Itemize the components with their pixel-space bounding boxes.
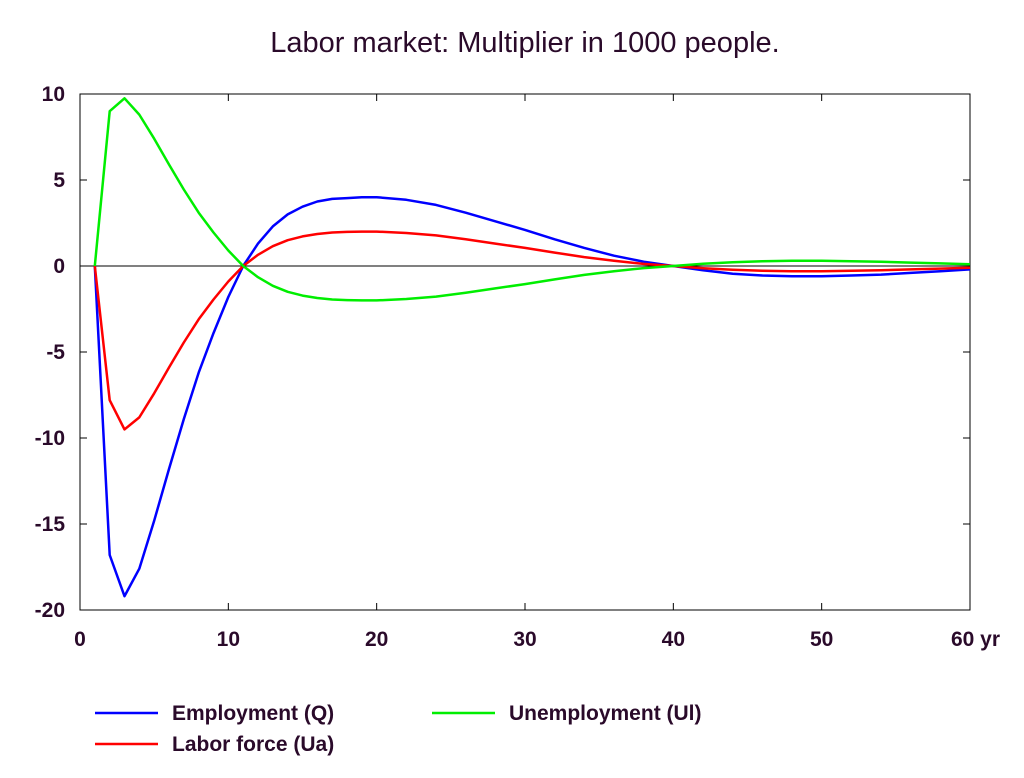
- y-tick-label: 10: [42, 83, 65, 106]
- y-tick-label: -15: [35, 513, 66, 536]
- y-tick-label: -20: [35, 599, 65, 622]
- series-lines: [93, 97, 971, 598]
- x-tick-label: 30: [513, 628, 536, 651]
- legend: Employment (Q) Labor force (Ua) Unemployme…: [95, 702, 702, 756]
- legend-label-0: Employment (Q): [172, 702, 334, 725]
- series-line-1: [93, 230, 971, 431]
- y-tick-label: 0: [53, 255, 65, 278]
- series-line-0: [93, 195, 971, 598]
- y-tick-label: -10: [35, 427, 65, 450]
- x-tick-label: 50: [810, 628, 833, 651]
- y-tick-label: -5: [46, 341, 65, 364]
- chart-title: Labor market: Multiplier in 1000 people.: [270, 27, 779, 59]
- legend-label-1: Labor force (Ua): [172, 733, 334, 756]
- x-tick-label: 40: [662, 628, 685, 651]
- plot-frame: [79, 93, 971, 611]
- series-line-2: [93, 97, 971, 302]
- x-tick-label: 10: [217, 628, 240, 651]
- x-tick-label: 0: [74, 628, 86, 651]
- x-tick-label: 20: [365, 628, 388, 651]
- y-tick-label: 5: [53, 169, 65, 192]
- legend-label-2: Unemployment (Ul): [509, 702, 702, 725]
- x-tick-label: 60 yr: [951, 628, 1000, 651]
